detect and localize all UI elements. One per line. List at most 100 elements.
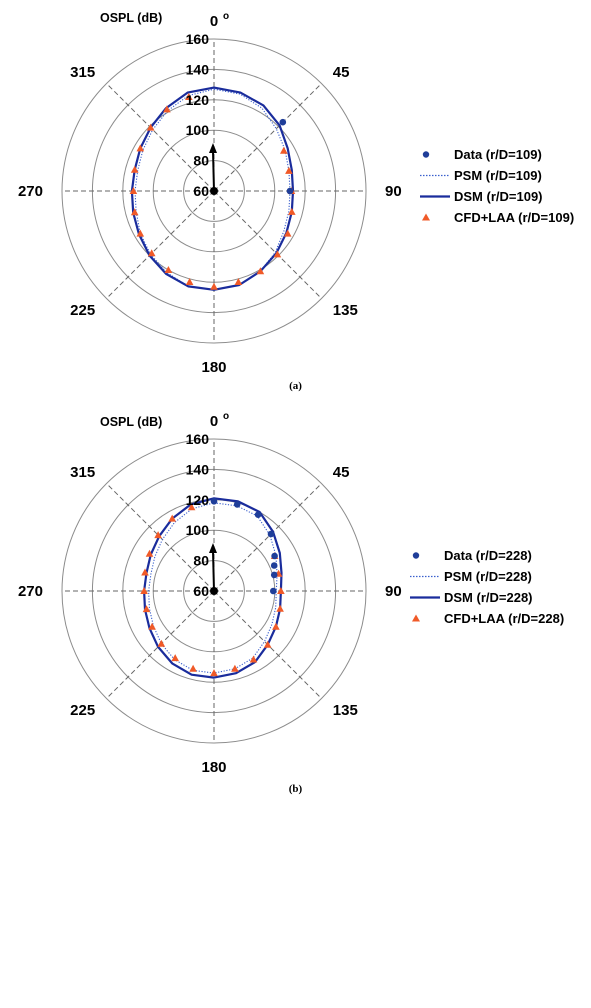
radial-tick-label: 160 xyxy=(186,31,210,47)
polar-chart-a: 60 80 100 120 140 160 0 o 45 90 135 180 225 270 315 OS… xyxy=(0,0,591,400)
radial-tick-label: 120 xyxy=(186,92,210,108)
angle-tick-label: 180 xyxy=(201,359,226,376)
cfd-laa-point xyxy=(189,664,197,672)
data-point xyxy=(267,530,275,538)
cfd-laa-point xyxy=(163,105,171,113)
solid-line-icon xyxy=(410,596,440,599)
cfd-laa-point xyxy=(185,278,194,285)
angle-tick-label: 0 xyxy=(210,413,218,430)
radial-axis-title: OSPL (dB) xyxy=(100,415,163,429)
cfd-laa-point xyxy=(285,166,293,174)
cfd-laa-point xyxy=(272,622,280,630)
cfd-laa-point xyxy=(148,622,156,630)
legend-label: PSM (r/D=228) xyxy=(444,569,532,584)
cfd-laa-point xyxy=(130,165,139,173)
circle-marker-icon xyxy=(412,552,420,559)
radial-axis-title: OSPL (dB) xyxy=(100,11,163,25)
angle-tick-label: 225 xyxy=(70,302,95,319)
direction-arrow-shaft xyxy=(212,150,215,192)
cfd-laa-point xyxy=(136,229,145,237)
legend-label: PSM (r/D=109) xyxy=(454,168,542,183)
cfd-laa-point xyxy=(234,278,243,285)
angle-tick-label: 135 xyxy=(333,302,358,319)
cfd-laa-point xyxy=(164,266,173,273)
angle-tick-label: 180 xyxy=(201,759,226,776)
angle-tick-label: 0 xyxy=(210,13,218,30)
cfd-laa-point xyxy=(263,640,272,648)
data-point xyxy=(270,571,278,579)
center-dot xyxy=(210,187,218,195)
grid-circle xyxy=(61,38,367,344)
panel-label: (a) xyxy=(289,380,302,392)
legend-label: DSM (r/D=109) xyxy=(454,189,543,204)
radial-tick-label: 100 xyxy=(186,522,210,538)
grid-spoke xyxy=(106,190,215,299)
grid-spoke xyxy=(213,190,322,299)
cfd-laa-point xyxy=(129,187,138,194)
cfd-laa-point xyxy=(140,587,148,594)
angle-tick-label: 45 xyxy=(333,64,350,81)
cfd-laa-point xyxy=(185,93,193,100)
angle-tick-label: 270 xyxy=(18,183,43,200)
polar-chart-b: 60 80 100 120 140 160 0 o 45 90 135 180 225 270 315 OS… xyxy=(0,400,591,800)
panel-label: (b) xyxy=(288,783,303,795)
radial-tick-label: 80 xyxy=(193,153,209,169)
direction-arrow-head xyxy=(209,543,217,553)
direction-arrow-shaft xyxy=(212,550,215,592)
grid-spoke xyxy=(106,83,215,192)
cfd-laa-point xyxy=(154,531,162,539)
radial-tick-label: 100 xyxy=(186,122,210,138)
grid-spoke xyxy=(213,83,322,192)
cfd-laa-point xyxy=(276,604,284,612)
data-point xyxy=(279,118,287,126)
data-point xyxy=(270,587,277,595)
cfd-laa-point xyxy=(273,250,282,258)
grid-spoke xyxy=(213,483,322,592)
angle-tick-label: 270 xyxy=(18,583,43,600)
radial-tick-label: 80 xyxy=(193,553,209,569)
cfd-laa-point xyxy=(210,669,218,677)
grid-circle xyxy=(61,438,367,744)
data-point xyxy=(254,511,262,518)
data-point xyxy=(271,552,278,560)
radial-tick-label: 120 xyxy=(186,492,210,508)
data-point xyxy=(233,501,241,508)
dotted-line-icon xyxy=(420,174,450,177)
cfd-laa-point xyxy=(288,207,296,215)
cfd-laa-point xyxy=(142,605,151,613)
cfd-laa-point xyxy=(280,146,288,154)
cfd-laa-point xyxy=(256,267,265,275)
cfd-laa-point xyxy=(147,249,156,257)
direction-arrow-head xyxy=(209,143,217,153)
angle-tick-label: 225 xyxy=(70,702,95,719)
data-point xyxy=(210,498,218,505)
angle-tick-label: 315 xyxy=(70,64,95,81)
cfd-laa-point xyxy=(283,229,292,237)
cfd-laa-point xyxy=(136,144,145,152)
data-point xyxy=(270,562,278,569)
circle-marker-icon xyxy=(422,151,430,158)
legend-label: DSM (r/D=228) xyxy=(444,590,533,605)
radial-tick-label: 60 xyxy=(193,183,209,199)
legend-label: Data (r/D=228) xyxy=(444,548,532,563)
angle-tick-label: 45 xyxy=(333,464,350,481)
dotted-line-icon xyxy=(410,575,440,578)
triangle-marker-icon xyxy=(422,213,430,221)
cfd-laa-point xyxy=(187,503,196,511)
cfd-laa-point xyxy=(145,549,154,557)
angle-tick-label: 90 xyxy=(385,183,402,200)
cfd-laa-point xyxy=(130,208,139,216)
radial-tick-label: 140 xyxy=(186,461,210,477)
angle-tick-label: 135 xyxy=(333,702,358,719)
angle-tick-label: 90 xyxy=(385,583,402,600)
solid-line-icon xyxy=(420,195,450,198)
cfd-laa-point xyxy=(157,639,166,647)
angle-tick-label: 315 xyxy=(70,464,95,481)
cfd-laa-point xyxy=(168,514,176,522)
triangle-marker-icon xyxy=(412,614,420,622)
cfd-laa-point xyxy=(171,654,179,662)
cfd-laa-point xyxy=(146,123,155,131)
center-dot xyxy=(210,587,218,595)
legend-label: CFD+LAA (r/D=228) xyxy=(444,611,565,626)
